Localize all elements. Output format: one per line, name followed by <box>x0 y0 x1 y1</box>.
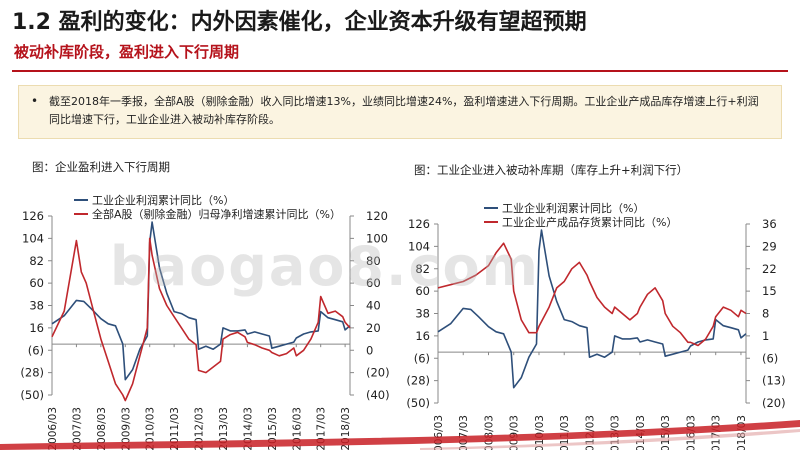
y-right-tick-label: 0 <box>366 343 373 357</box>
page-subtitle: 被动补库阶段，盈利进入下行周期 <box>14 43 240 61</box>
x-tick-label: 2014/03 <box>242 407 254 450</box>
x-tick-label: 2013/03 <box>218 407 230 450</box>
y-left-tick-label: (50) <box>406 396 430 410</box>
y-right-tick-label: (40) <box>366 388 390 402</box>
x-tick-label: 2009/03 <box>509 415 521 450</box>
y-left-tick-label: 104 <box>22 231 44 245</box>
y-right-tick-label: 15 <box>762 284 777 298</box>
y-right-tick-label: 60 <box>366 276 381 290</box>
y-right-tick-label: 120 <box>366 209 388 223</box>
series-line-red <box>437 242 747 347</box>
x-tick-label: 2016/03 <box>291 407 303 450</box>
y-left-tick-label: 126 <box>408 217 430 231</box>
legend-label: 工业企业产成品存货累计同比（%） <box>502 215 677 229</box>
x-tick-label: 2009/03 <box>120 407 132 450</box>
y-right-tick-label: (13) <box>762 374 786 388</box>
x-tick-label: 2012/03 <box>194 407 206 450</box>
y-right-tick-label: (20) <box>762 396 786 410</box>
x-tick-label: 2010/03 <box>534 415 546 450</box>
decorative-swoosh <box>0 420 800 450</box>
legend-label: 全部A股（剔除金融）归母净利增速累计同比（%） <box>92 207 341 221</box>
y-left-tick-label: 38 <box>29 299 44 313</box>
x-tick-label: 2010/03 <box>145 407 157 450</box>
x-tick-label: 2008/03 <box>96 407 108 450</box>
y-right-tick-label: 29 <box>762 239 777 253</box>
y-right-tick-label: 20 <box>366 321 381 335</box>
legend-label: 工业企业利润累计同比（%） <box>92 193 234 207</box>
y-right-tick-label: (20) <box>366 366 390 380</box>
y-right-tick-label: 1 <box>762 329 769 343</box>
series-line-blue <box>437 229 747 389</box>
y-left-tick-label: 82 <box>29 254 44 268</box>
y-left-tick-label: (6) <box>28 343 44 357</box>
y-right-tick-label: (6) <box>762 351 778 365</box>
divider <box>12 70 788 72</box>
x-tick-label: 2006/03 <box>47 407 59 450</box>
y-left-tick-label: (50) <box>20 388 44 402</box>
y-left-tick-label: 104 <box>408 239 430 253</box>
x-tick-label: 2015/03 <box>267 407 279 450</box>
chart-caption-right: 图：工业企业进入被动补库期（库存上升+利润下行） <box>414 163 689 177</box>
y-left-tick-label: 60 <box>29 276 44 290</box>
y-left-tick-label: 60 <box>415 284 430 298</box>
y-right-tick-label: 100 <box>366 231 388 245</box>
x-tick-label: 2007/03 <box>71 407 83 450</box>
y-left-tick-label: 126 <box>22 209 44 223</box>
y-right-tick-label: 80 <box>366 254 381 268</box>
y-left-tick-label: (6) <box>414 351 430 365</box>
y-left-tick-label: 38 <box>415 307 430 321</box>
summary-note: • 截至2018年一季报，全部A股（剔除金融）收入同比增速13%，业绩同比增速2… <box>18 85 782 139</box>
y-left-tick-label: (28) <box>406 374 430 388</box>
y-left-tick-label: 16 <box>415 329 430 343</box>
x-tick-label: 2011/03 <box>169 407 181 450</box>
page-title: 1.2 盈利的变化：内外因素催化，企业资本升级有望超预期 <box>12 10 587 35</box>
series-line-red <box>51 237 351 402</box>
bullet-icon: • <box>31 94 39 108</box>
summary-text: 截至2018年一季报，全部A股（剔除金融）收入同比增速13%，业绩同比增速24%… <box>49 95 759 126</box>
y-right-tick-label: 22 <box>762 262 777 276</box>
legend-label: 工业企业利润累计同比（%） <box>502 201 644 215</box>
x-tick-label: 2011/03 <box>559 415 571 450</box>
y-left-tick-label: 16 <box>29 321 44 335</box>
y-right-tick-label: 36 <box>762 217 777 231</box>
y-right-tick-label: 40 <box>366 299 381 313</box>
x-tick-label: 2017/03 <box>711 415 723 450</box>
chart-profit-cycle: 12610482603816(6)(28)(50)120100806040200… <box>20 193 390 450</box>
watermark: baogao8.com <box>110 235 540 298</box>
y-right-tick-label: 8 <box>762 307 769 321</box>
chart-caption-left: 图：企业盈利进入下行周期 <box>32 160 170 174</box>
y-left-tick-label: 82 <box>415 262 430 276</box>
series-line-blue <box>51 221 351 381</box>
y-left-tick-label: (28) <box>20 366 44 380</box>
